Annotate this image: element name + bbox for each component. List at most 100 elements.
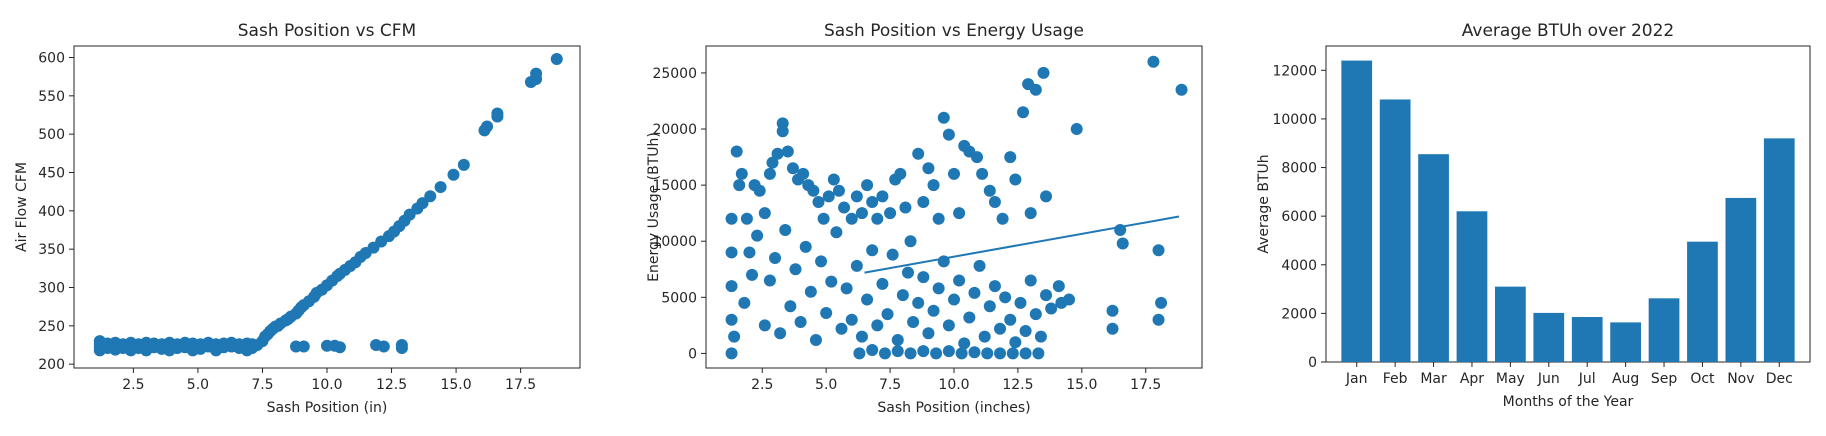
x-axis-label-1: Sash Position (in) bbox=[267, 400, 388, 416]
scatter-point bbox=[1063, 293, 1076, 306]
y-tick-label: 400 bbox=[38, 204, 65, 220]
scatter-point bbox=[447, 168, 460, 181]
scatter-point bbox=[434, 181, 447, 194]
scatter-point bbox=[481, 120, 494, 133]
scatter-point bbox=[1009, 173, 1022, 186]
scatter-point bbox=[1045, 302, 1058, 315]
plot-frame-2 bbox=[705, 45, 1203, 369]
scatter-point bbox=[797, 167, 810, 180]
y-axis-label-3: Average BTUh bbox=[1256, 154, 1272, 253]
scatter-point bbox=[968, 346, 981, 359]
scatter-point bbox=[932, 212, 945, 225]
scatter-point bbox=[927, 304, 940, 317]
scatter-point bbox=[901, 266, 914, 279]
x-tick-label: Nov bbox=[1727, 371, 1754, 387]
scatter-point bbox=[1019, 324, 1032, 337]
scatter-point bbox=[912, 296, 925, 309]
scatter-point bbox=[825, 275, 838, 288]
y-tick-label: 5000 bbox=[661, 290, 697, 306]
x-tick-label: 5.0 bbox=[187, 377, 209, 393]
scatter-point bbox=[930, 347, 943, 360]
y-tick-label: 10000 bbox=[1272, 112, 1317, 128]
y-tick-label: 0 bbox=[688, 346, 697, 362]
x-tick-label: Oct bbox=[1690, 371, 1715, 387]
scatter-point bbox=[953, 207, 966, 220]
y-tick-label: 20000 bbox=[652, 122, 697, 138]
scatter-point bbox=[876, 277, 889, 290]
y-tick-label: 8000 bbox=[1281, 161, 1317, 177]
scatter-point bbox=[822, 190, 835, 203]
y-tick-label: 600 bbox=[38, 51, 65, 67]
scatter-point bbox=[981, 347, 994, 360]
y-axis-label-1: Air Flow CFM bbox=[14, 162, 30, 252]
x-tick-label: 7.5 bbox=[251, 377, 273, 393]
scatter-point bbox=[917, 195, 930, 208]
x-tick-label: 10.0 bbox=[311, 377, 342, 393]
scatter-point bbox=[395, 342, 408, 355]
plot-frame-3 bbox=[1325, 45, 1811, 363]
scatter-point bbox=[922, 327, 935, 340]
scatter-point bbox=[738, 296, 751, 309]
scatter-point bbox=[1155, 296, 1168, 309]
scatter-point bbox=[988, 195, 1001, 208]
scatter-point bbox=[876, 190, 889, 203]
scatter-point bbox=[917, 271, 930, 284]
scatter-point bbox=[932, 282, 945, 295]
scatter-point bbox=[416, 197, 429, 210]
scatter-point bbox=[963, 311, 976, 324]
y-tick-label: 2000 bbox=[1281, 306, 1317, 322]
scatter-point bbox=[769, 252, 782, 265]
x-tick-label: Aug bbox=[1612, 371, 1639, 387]
scatter-point bbox=[850, 259, 863, 272]
x-tick-label: 15.0 bbox=[440, 377, 471, 393]
scatter-point bbox=[891, 345, 904, 358]
bar-mar bbox=[1418, 154, 1449, 362]
scatter-point bbox=[955, 347, 968, 360]
scatter-point bbox=[743, 246, 756, 259]
scatter-point bbox=[297, 340, 310, 353]
scatter-point bbox=[730, 145, 743, 158]
scatter-point bbox=[763, 274, 776, 287]
scatter-point bbox=[815, 255, 828, 268]
scatter-point bbox=[784, 300, 797, 313]
scatter-point bbox=[942, 345, 955, 358]
scatter-point bbox=[1024, 274, 1037, 287]
chart-title-3: Average BTUh over 2022 bbox=[1462, 21, 1674, 41]
x-tick-label: 10.0 bbox=[938, 377, 969, 393]
scatter-point bbox=[866, 344, 879, 357]
scatter-point bbox=[907, 316, 920, 328]
scatter-point bbox=[840, 282, 853, 295]
scatter-point bbox=[766, 156, 779, 169]
bar-may bbox=[1495, 286, 1526, 362]
scatter-point bbox=[1029, 83, 1042, 96]
scatter-point bbox=[983, 300, 996, 313]
scatter-point bbox=[817, 212, 830, 225]
scatter-point bbox=[953, 274, 966, 287]
scatter-point bbox=[1032, 347, 1045, 360]
scatter-point bbox=[758, 319, 771, 332]
scatter-point bbox=[1106, 304, 1119, 317]
scatter-point bbox=[866, 195, 879, 208]
scatter-point bbox=[771, 147, 784, 160]
scatter-point bbox=[878, 347, 891, 360]
y-tick-label: 25000 bbox=[652, 66, 697, 82]
scatter-point bbox=[1175, 83, 1188, 96]
scatter-point bbox=[835, 322, 848, 335]
scatter-point bbox=[884, 207, 897, 220]
scatter-point bbox=[550, 53, 563, 66]
x-tick-label: Dec bbox=[1766, 371, 1793, 387]
y-tick-label: 15000 bbox=[652, 178, 697, 194]
scatter-point bbox=[530, 67, 543, 80]
scatter-point bbox=[457, 158, 470, 171]
scatter-point bbox=[776, 117, 789, 130]
y-tick-label: 250 bbox=[38, 319, 65, 335]
scatter-point bbox=[1070, 123, 1083, 136]
scatter-point bbox=[855, 330, 868, 343]
scatter-point bbox=[333, 341, 346, 354]
scatter-point bbox=[937, 111, 950, 124]
chart-title-2: Sash Position vs Energy Usage bbox=[824, 21, 1084, 41]
x-tick-label: Sep bbox=[1651, 371, 1678, 387]
scatter-point bbox=[1116, 237, 1129, 250]
scatter-point bbox=[1034, 330, 1047, 343]
